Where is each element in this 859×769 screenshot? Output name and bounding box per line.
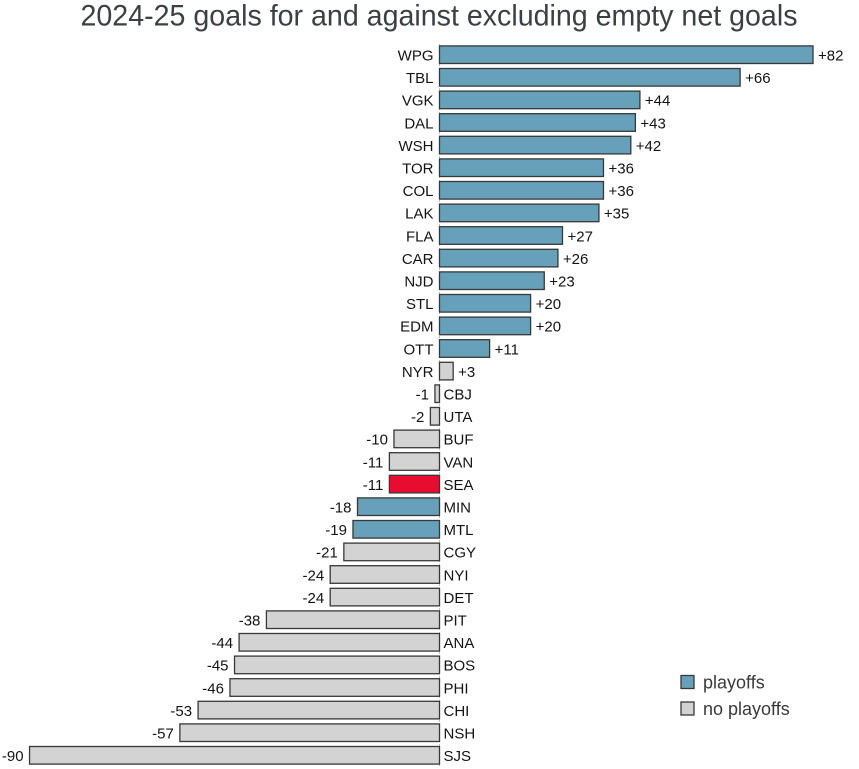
svg-text:+43: +43 xyxy=(640,115,665,132)
svg-text:+36: +36 xyxy=(608,161,633,178)
svg-text:-2: -2 xyxy=(411,409,424,426)
svg-text:2024-25 goals for and against: 2024-25 goals for and against excluding … xyxy=(81,0,798,33)
svg-text:-21: -21 xyxy=(316,545,338,562)
svg-text:FLA: FLA xyxy=(406,228,434,245)
svg-text:playoffs: playoffs xyxy=(703,673,765,693)
svg-text:+20: +20 xyxy=(536,319,561,336)
svg-text:CGY: CGY xyxy=(444,545,477,562)
svg-text:-90: -90 xyxy=(2,748,24,765)
svg-text:-11: -11 xyxy=(363,477,384,494)
svg-text:-45: -45 xyxy=(207,658,229,675)
svg-text:MIN: MIN xyxy=(444,500,472,517)
svg-text:-38: -38 xyxy=(239,613,261,630)
svg-text:+82: +82 xyxy=(818,48,843,65)
svg-text:NJD: NJD xyxy=(404,274,433,291)
svg-text:WSH: WSH xyxy=(399,138,434,155)
svg-text:+20: +20 xyxy=(536,296,561,313)
svg-text:+11: +11 xyxy=(495,341,519,358)
svg-text:LAK: LAK xyxy=(405,206,433,223)
svg-text:+35: +35 xyxy=(604,206,629,223)
svg-text:PHI: PHI xyxy=(444,680,469,697)
svg-text:+26: +26 xyxy=(563,251,588,268)
svg-text:OTT: OTT xyxy=(404,341,434,358)
svg-text:NSH: NSH xyxy=(444,726,476,743)
svg-text:-46: -46 xyxy=(202,680,224,697)
svg-text:+27: +27 xyxy=(567,228,592,245)
svg-text:VGK: VGK xyxy=(402,93,434,110)
svg-text:BUF: BUF xyxy=(444,432,474,449)
svg-text:VAN: VAN xyxy=(444,454,474,471)
svg-text:-57: -57 xyxy=(152,726,174,743)
svg-text:+42: +42 xyxy=(636,138,661,155)
svg-text:-19: -19 xyxy=(325,522,347,539)
svg-text:ANA: ANA xyxy=(444,635,475,652)
svg-text:+3: +3 xyxy=(458,364,475,381)
svg-text:DET: DET xyxy=(444,590,474,607)
svg-text:TOR: TOR xyxy=(402,161,434,178)
svg-text:PIT: PIT xyxy=(444,613,467,630)
svg-text:-11: -11 xyxy=(363,454,384,471)
svg-text:NYI: NYI xyxy=(444,567,469,584)
svg-text:-44: -44 xyxy=(211,635,233,652)
svg-text:SEA: SEA xyxy=(444,477,474,494)
svg-text:COL: COL xyxy=(403,183,434,200)
svg-text:+36: +36 xyxy=(608,183,633,200)
svg-text:CAR: CAR xyxy=(402,251,434,268)
svg-text:TBL: TBL xyxy=(406,70,434,87)
svg-text:-53: -53 xyxy=(170,703,192,720)
svg-text:+23: +23 xyxy=(549,274,574,291)
svg-text:NYR: NYR xyxy=(402,364,434,381)
svg-text:+66: +66 xyxy=(745,70,770,87)
svg-text:-24: -24 xyxy=(302,590,324,607)
svg-text:STL: STL xyxy=(406,296,434,313)
svg-text:-1: -1 xyxy=(416,387,429,404)
svg-text:no playoffs: no playoffs xyxy=(703,699,790,719)
svg-text:SJS: SJS xyxy=(444,748,472,765)
svg-text:-10: -10 xyxy=(366,432,388,449)
svg-text:UTA: UTA xyxy=(444,409,473,426)
svg-text:EDM: EDM xyxy=(400,319,433,336)
svg-text:CBJ: CBJ xyxy=(444,387,472,404)
svg-text:DAL: DAL xyxy=(404,115,433,132)
svg-text:MTL: MTL xyxy=(444,522,474,539)
svg-text:CHI: CHI xyxy=(444,703,470,720)
svg-text:-18: -18 xyxy=(330,500,352,517)
svg-text:WPG: WPG xyxy=(398,48,434,65)
svg-text:-24: -24 xyxy=(302,567,324,584)
svg-text:BOS: BOS xyxy=(444,658,476,675)
svg-text:+44: +44 xyxy=(645,93,670,110)
